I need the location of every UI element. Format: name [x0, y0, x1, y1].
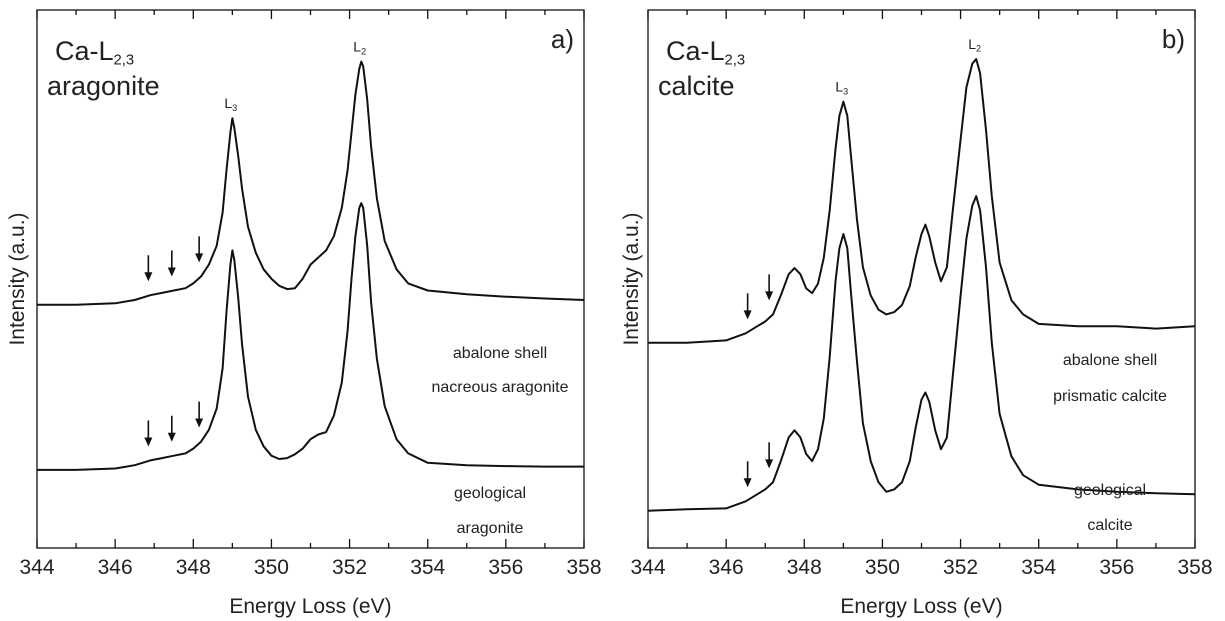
- arrow-head: [743, 310, 752, 320]
- series-label-line2: nacreous aragonite: [432, 379, 569, 396]
- panel-title-line1-main: Ca-L: [666, 36, 725, 66]
- peak-label: L3: [835, 79, 848, 97]
- peak-label: L2: [968, 36, 981, 54]
- x-tick-label: 354: [410, 556, 445, 579]
- down-arrow-icon: [743, 461, 752, 488]
- panel-a: 344 346 348 350 352 354 356 358 Energy Loss (eV)…: [6, 9, 602, 618]
- series-label-line1: abalone shell: [1063, 352, 1157, 369]
- arrow-head: [765, 291, 774, 301]
- peak-label-main: L: [835, 79, 843, 95]
- x-tick-label: 358: [566, 556, 601, 579]
- peak-label-sub: 3: [232, 103, 237, 113]
- panel-title-line1-sub: 2,3: [114, 52, 135, 68]
- down-arrow-icon: [765, 442, 774, 469]
- peak-label-sub: 2: [976, 44, 981, 54]
- panel-letter: a): [551, 24, 574, 54]
- series-label-line2: prismatic calcite: [1053, 388, 1167, 405]
- arrow-head: [195, 253, 204, 263]
- arrow-head: [765, 459, 774, 469]
- arrow-head: [167, 267, 176, 277]
- series-label-line2: calcite: [1087, 517, 1132, 534]
- peak-label-main: L: [353, 39, 361, 55]
- x-tick-label: 344: [19, 556, 54, 579]
- x-tick-label: 358: [1177, 556, 1212, 579]
- peak-label: L3: [224, 95, 237, 113]
- panel-title-line2: aragonite: [47, 71, 160, 101]
- panel-b: 344 346 348 350 352 354 356 358 Energy Loss (eV)…: [620, 9, 1213, 618]
- peak-label-main: L: [224, 95, 232, 111]
- arrow-head: [144, 272, 153, 282]
- series-label-line1: abalone shell: [453, 345, 547, 362]
- down-arrow-icon: [167, 250, 176, 277]
- x-tick-label: 356: [1099, 556, 1134, 579]
- y-axis-title: Intensity (a.u.): [6, 212, 29, 345]
- series-line-2: [647, 195, 1196, 512]
- x-tick-label: 356: [488, 556, 523, 579]
- panel-title-line1: Ca-L2,3: [666, 36, 745, 68]
- down-arrow-icon: [144, 255, 153, 282]
- series-label-line1: geological: [1074, 482, 1146, 499]
- arrow-head: [195, 418, 204, 428]
- peak-label: L2: [353, 39, 366, 57]
- x-tick-label: 352: [943, 556, 978, 579]
- series-label-line1: geological: [454, 485, 526, 502]
- series-line-1: [648, 58, 1196, 344]
- down-arrow-icon: [765, 274, 774, 301]
- x-tick-label: 350: [254, 556, 289, 579]
- down-arrow-icon: [144, 420, 153, 447]
- x-axis-title: Energy Loss (eV): [229, 595, 391, 618]
- panel-title-line1-sub: 2,3: [725, 52, 746, 68]
- x-tick-label: 350: [865, 556, 900, 579]
- arrow-head: [144, 437, 153, 447]
- peak-label-sub: 3: [843, 86, 848, 96]
- arrow-head: [167, 432, 176, 442]
- x-tick-label: 346: [709, 556, 744, 579]
- panel-title-line1: Ca-L2,3: [55, 36, 134, 68]
- down-arrow-icon: [195, 401, 204, 428]
- peak-label-sub: 2: [361, 46, 366, 56]
- x-tick-label: 348: [787, 556, 822, 579]
- series-line-2: [37, 202, 584, 471]
- arrow-head: [743, 478, 752, 488]
- x-axis-title: Energy Loss (eV): [840, 595, 1002, 618]
- down-arrow-icon: [167, 415, 176, 442]
- x-tick-label: 346: [98, 556, 133, 579]
- x-tick-label: 344: [630, 556, 665, 579]
- x-tick-label: 352: [332, 556, 367, 579]
- panel-title-line2: calcite: [658, 71, 735, 101]
- panel-letter: b): [1162, 24, 1185, 54]
- peak-label-main: L: [968, 36, 976, 52]
- x-tick-label: 354: [1021, 556, 1056, 579]
- down-arrow-icon: [195, 236, 204, 263]
- series-label-line2: aragonite: [457, 520, 524, 537]
- series-line-1: [37, 60, 585, 306]
- x-tick-label: 348: [176, 556, 211, 579]
- down-arrow-icon: [743, 293, 752, 320]
- panel-title-line1-main: Ca-L: [55, 36, 114, 66]
- y-axis-title: Intensity (a.u.): [620, 212, 643, 345]
